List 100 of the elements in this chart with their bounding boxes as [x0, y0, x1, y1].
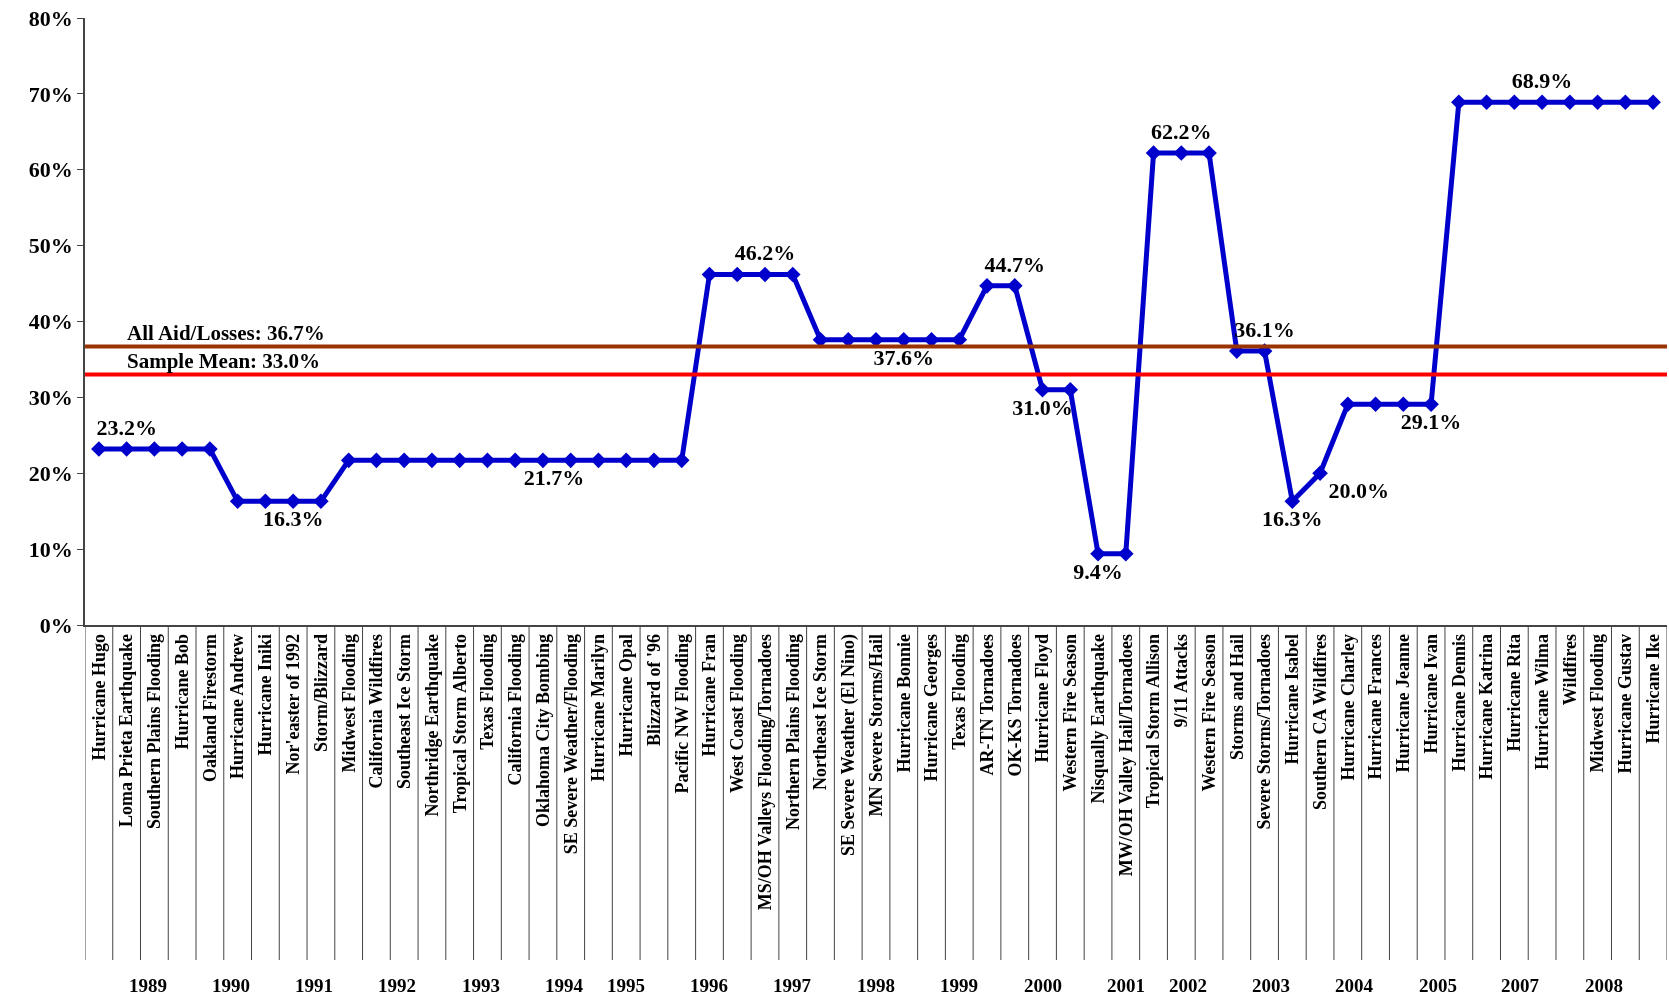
x-tick-label: Texas Flooding: [477, 633, 498, 750]
point: [757, 266, 773, 283]
x-tick-label: Oklahoma City Bombing: [532, 633, 553, 827]
point: [424, 452, 440, 469]
x-tick-label: Hurricane Fran: [699, 633, 720, 757]
point: [174, 441, 190, 457]
data-label: 68.9%: [1511, 68, 1573, 94]
x-tick-label: SE Severe Weather/Flooding: [560, 633, 581, 855]
x-tick-label: Midwest Flooding: [1587, 633, 1608, 773]
x-tick-label: OK-KS Tornadoes: [1004, 633, 1025, 777]
y-tick-label: 20%: [28, 460, 73, 486]
point: [1589, 94, 1606, 111]
x-tick-label: Northern Plains Flooding: [782, 633, 803, 830]
point: [590, 452, 607, 469]
x-tick-label: Blizzard of '96: [643, 633, 664, 746]
x-tick-label: Hurricane Bonnie: [893, 633, 914, 773]
point: [229, 493, 246, 510]
x-tick-label: Hurricane Jeanne: [1393, 633, 1414, 773]
point: [1090, 545, 1106, 562]
point: [1201, 145, 1217, 161]
data-label: 31.0%: [1012, 394, 1073, 420]
point: [1367, 396, 1384, 412]
point: [1451, 94, 1467, 111]
x-tick-label: Southern CA Wildfires: [1309, 633, 1330, 810]
y-tick-label: 50%: [28, 233, 73, 259]
text: 1998: [857, 975, 895, 996]
x-tick-label: Southern Plains Flooding: [144, 633, 165, 829]
y-tick-label: 80%: [28, 5, 73, 31]
x-tick-label: MS/OH Valleys Flooding/Tornadoes: [754, 633, 775, 911]
x-tick-label: SE Severe Weather (El Nino): [838, 633, 860, 856]
point: [1284, 493, 1301, 510]
x-tick-label: Hurricane Gustav: [1615, 633, 1636, 774]
data-label: 44.7%: [984, 251, 1046, 277]
x-tick-label: Hurricane Andrew: [227, 633, 248, 780]
text: 1992: [378, 975, 416, 996]
x-tick-label: Hurricane Wilma: [1531, 633, 1552, 770]
data-label: 23.2%: [96, 414, 157, 440]
y-tick-label: 60%: [28, 157, 73, 183]
point: [257, 493, 274, 510]
point: [1340, 396, 1356, 412]
y-tick-label: 0%: [39, 612, 73, 638]
text: 1994: [545, 975, 584, 996]
x-tick-label: Hurricane Ike: [1642, 633, 1663, 744]
x-tick-label: Nisqually Earthquake: [1087, 633, 1108, 804]
x-tick-label: MW/OH Valley Hail/Tornadoes: [1115, 633, 1136, 877]
x-tick-label: Storms and Hail: [1226, 633, 1247, 760]
point: [313, 493, 329, 510]
y-tick-label: 40%: [28, 309, 73, 335]
text: 1996: [690, 975, 728, 996]
text: 2003: [1252, 975, 1290, 996]
x-tick-label: California Wildfires: [366, 633, 387, 789]
point: [91, 441, 107, 457]
x-tick-label: Nor'easter of 1992: [283, 633, 304, 775]
x-tick-label: Hurricane Bob: [171, 633, 192, 750]
x-tick-label: Northridge Earthquake: [421, 633, 442, 817]
point: [396, 452, 412, 469]
x-tick-label: Hurricane Rita: [1504, 633, 1525, 752]
x-tick-label: MN Severe Storms/Hail: [865, 633, 886, 817]
point: [1062, 381, 1079, 398]
data-label: 9.4%: [1073, 558, 1123, 584]
data-label: 16.3%: [262, 506, 324, 532]
point: [979, 278, 995, 294]
x-tick-label: Western Fire Season: [1198, 633, 1219, 792]
x-tick-label: California Flooding: [505, 633, 526, 786]
x-tick-label: Hurricane Georges: [921, 633, 942, 782]
x-tick-label: Hurricane Iniki: [255, 633, 276, 756]
x-tick-label: Pacific NW Flooding: [671, 633, 692, 794]
x-tick-label: Tropical Storm Alberto: [449, 633, 470, 814]
x-tick-label: Severe Storms/Tornadoes: [1254, 633, 1275, 830]
point: [1423, 396, 1439, 412]
point: [1034, 381, 1051, 398]
data-label: 62.2%: [1151, 119, 1212, 145]
data-label: 16.3%: [1262, 506, 1323, 532]
text: 2008: [1585, 975, 1623, 996]
y-tick-label: 10%: [28, 536, 73, 562]
text: 1997: [773, 975, 812, 996]
point: [1478, 94, 1495, 111]
x-tick-label: Loma Prieta Earthquake: [116, 633, 137, 827]
x-tick-label: Western Fire Season: [1060, 633, 1081, 792]
text: 2001: [1107, 975, 1145, 996]
x-tick-label: Tropical Storm Allison: [1143, 633, 1164, 809]
point: [451, 452, 468, 469]
x-tick-label: Midwest Flooding: [338, 633, 359, 773]
x-tick-label: Southeast Ice Storm: [394, 633, 415, 789]
data-label: 29.1%: [1400, 409, 1462, 435]
point: [1312, 465, 1328, 482]
x-tick-label: Oakland Firestorm: [199, 633, 220, 783]
x-tick-label: Texas Flooding: [949, 633, 970, 750]
point: [285, 493, 301, 510]
text: 1999: [940, 975, 978, 996]
x-tick-label: Northeast Ice Storm: [810, 633, 831, 790]
data-label: 21.7%: [523, 465, 585, 491]
point: [1645, 94, 1661, 111]
x-tick-label: Hurricane Isabel: [1282, 633, 1303, 765]
data-label: 20.0%: [1328, 478, 1390, 504]
x-tick-label: Hurricane Charley: [1337, 633, 1358, 781]
text: 2002: [1169, 975, 1207, 996]
text: 1989: [129, 975, 167, 996]
y-tick-label: 30%: [28, 385, 73, 411]
point: [340, 452, 357, 469]
